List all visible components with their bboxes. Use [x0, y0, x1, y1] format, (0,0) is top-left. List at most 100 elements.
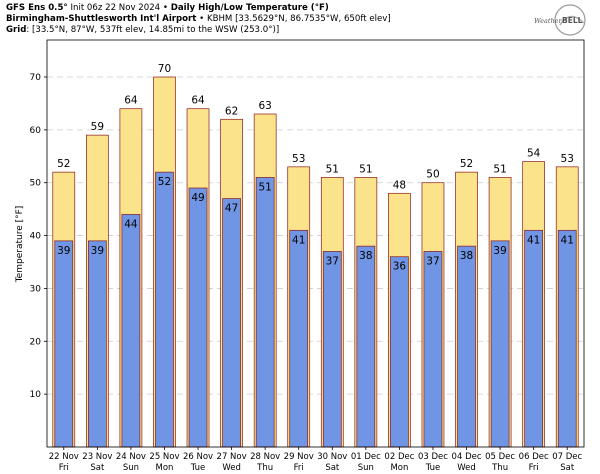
x-tick-label-weekday: Thu	[256, 463, 273, 473]
high-value-label: 64	[124, 95, 138, 107]
high-value-label: 52	[460, 158, 473, 170]
y-tick-label: 40	[30, 232, 42, 242]
x-tick-label-date: 03 Dec	[418, 452, 448, 462]
low-bar	[155, 171, 174, 448]
x-tick-label-weekday: Mon	[156, 463, 174, 473]
low-value-label: 36	[393, 261, 407, 273]
x-tick-label-date: 06 Dec	[519, 452, 549, 462]
low-value-label: 38	[359, 250, 372, 262]
x-tick-label-weekday: Sun	[358, 463, 374, 473]
header-line-2: Birmingham-Shuttlesworth Int'l Airport •…	[6, 14, 391, 24]
x-tick-label-date: 28 Nov	[250, 452, 280, 462]
x-tick-label-weekday: Tue	[190, 463, 206, 473]
high-value-label: 70	[158, 63, 171, 75]
low-value-label: 37	[426, 255, 439, 267]
x-tick-label-weekday: Mon	[390, 463, 408, 473]
y-axis-ticks: 10 20 30 40 50 60 70	[30, 73, 47, 400]
x-tick-label-date: 26 Nov	[183, 452, 213, 462]
high-value-label: 54	[527, 148, 541, 160]
weatherbell-logo: Weather BELL	[534, 4, 586, 36]
high-value-label: 51	[326, 163, 339, 175]
y-tick-label: 10	[30, 390, 42, 400]
x-tick-label-weekday: Sat	[90, 463, 105, 473]
low-value-label: 52	[158, 176, 171, 188]
low-value-label: 49	[191, 192, 204, 204]
x-tick-label-weekday: Wed	[457, 463, 476, 473]
x-tick-label-weekday: Fri	[294, 463, 304, 473]
low-bar	[490, 240, 510, 448]
bars: 52 39 59 39 64 44 70 52 64 49 62 47 63 51 53 41 51 37 51 38…	[52, 63, 579, 448]
header-line-3: Grid: [33.5°N, 87°W, 537ft elev, 14.85mi…	[6, 25, 280, 35]
high-value-label: 50	[426, 169, 439, 181]
low-bar	[255, 177, 275, 448]
high-value-label: 63	[258, 100, 271, 112]
x-tick-label-date: 24 Nov	[116, 452, 146, 462]
x-tick-label-date: 02 Dec	[384, 452, 414, 462]
x-tick-label-date: 01 Dec	[351, 452, 381, 462]
low-bar	[188, 187, 208, 448]
x-tick-label-date: 29 Nov	[284, 452, 314, 462]
high-value-label: 53	[292, 153, 305, 165]
low-bar	[87, 240, 107, 448]
x-tick-label-date: 04 Dec	[452, 452, 482, 462]
x-tick-label-weekday: Sat	[325, 463, 340, 473]
x-tick-label-weekday: Wed	[222, 463, 241, 473]
x-tick-label-weekday: Fri	[529, 463, 539, 473]
svg-text:Weather: Weather	[534, 17, 563, 25]
chart-header: GFS Ens 0.5° Init 06z 22 Nov 2024 • Dail…	[6, 3, 391, 36]
x-tick-label-date: 05 Dec	[485, 452, 515, 462]
high-value-label: 53	[561, 153, 574, 165]
high-value-label: 52	[57, 158, 70, 170]
low-value-label: 39	[493, 245, 506, 257]
low-bar	[289, 229, 309, 448]
high-value-label: 51	[493, 163, 506, 175]
low-value-label: 41	[527, 234, 540, 246]
x-tick-label-weekday: Thu	[491, 463, 508, 473]
svg-text:BELL: BELL	[562, 16, 583, 25]
x-tick-label-date: 07 Dec	[552, 452, 582, 462]
low-bar	[356, 245, 376, 448]
x-tick-label-weekday: Sun	[123, 463, 139, 473]
x-tick-label-date: 30 Nov	[317, 452, 347, 462]
low-bar	[390, 256, 409, 448]
low-value-label: 39	[57, 245, 70, 257]
low-bar	[322, 251, 342, 448]
low-value-label: 37	[326, 255, 339, 267]
y-tick-label: 20	[30, 337, 42, 347]
low-bar	[222, 198, 241, 448]
low-value-label: 51	[258, 181, 271, 193]
x-tick-label-date: 27 Nov	[217, 452, 247, 462]
y-tick-label: 60	[30, 126, 42, 136]
y-axis-label: Temperature [°F]	[15, 206, 25, 284]
x-tick-label-date: 25 Nov	[149, 452, 179, 462]
low-value-label: 38	[460, 250, 473, 262]
low-bar	[423, 251, 443, 448]
low-value-label: 41	[292, 234, 305, 246]
x-tick-label-weekday: Sat	[560, 463, 575, 473]
low-value-label: 47	[225, 203, 238, 215]
low-bar	[557, 229, 577, 448]
high-value-label: 62	[225, 105, 238, 117]
x-tick-label-weekday: Tue	[425, 463, 441, 473]
y-tick-label: 70	[30, 73, 42, 83]
low-value-label: 39	[91, 245, 104, 257]
high-value-label: 64	[191, 95, 205, 107]
plot-frame	[46, 39, 585, 448]
low-bar	[121, 214, 141, 448]
low-bar	[54, 240, 74, 448]
x-tick-label-date: 22 Nov	[49, 452, 79, 462]
low-bar	[457, 245, 476, 448]
high-value-label: 51	[359, 163, 372, 175]
header-line-1: GFS Ens 0.5° Init 06z 22 Nov 2024 • Dail…	[6, 3, 329, 13]
high-value-label: 48	[393, 179, 406, 191]
low-bar	[524, 229, 544, 448]
high-value-label: 59	[91, 121, 104, 133]
low-value-label: 44	[124, 218, 138, 230]
y-tick-label: 30	[30, 284, 42, 294]
y-tick-label: 50	[30, 179, 42, 189]
x-tick-label-date: 23 Nov	[82, 452, 112, 462]
low-value-label: 41	[561, 234, 574, 246]
x-tick-label-weekday: Fri	[59, 463, 69, 473]
